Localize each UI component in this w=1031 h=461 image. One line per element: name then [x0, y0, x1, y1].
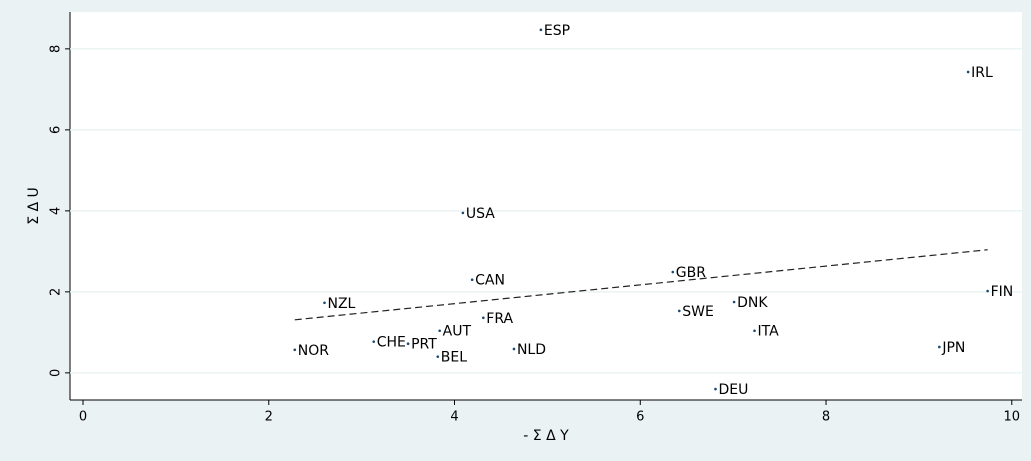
point [436, 355, 440, 358]
x-tick-label: 2 [265, 410, 273, 425]
y-tick-label: 2 [49, 288, 64, 296]
x-tick-label: 4 [450, 410, 458, 425]
plot-area [70, 12, 1022, 400]
point [966, 70, 970, 74]
point-label: USA [466, 206, 495, 222]
point-label: IRL [971, 65, 993, 81]
y-tick-label: 4 [49, 207, 64, 215]
point [438, 329, 441, 333]
point-label: DNK [737, 295, 768, 311]
point-label: CAN [475, 273, 505, 289]
point [732, 300, 736, 304]
point [482, 316, 485, 320]
point-label: ESP [544, 23, 570, 39]
fit-line [294, 249, 988, 321]
point [293, 348, 297, 352]
point-label: DEU [719, 382, 749, 398]
point-label: FIN [991, 284, 1014, 300]
point [539, 28, 543, 32]
point [323, 301, 326, 305]
point-label: FRA [486, 311, 513, 327]
point [671, 270, 675, 274]
point-label: BEL [441, 350, 467, 366]
x-tick-label: 8 [822, 410, 830, 425]
x-axis-title: - Σ Δ Y [523, 428, 569, 444]
point [372, 340, 376, 343]
point-label: JPN [941, 340, 965, 356]
point-label: ITA [758, 324, 780, 340]
point-label: PRT [411, 337, 437, 353]
point [512, 347, 516, 351]
point [753, 329, 756, 333]
point-label: NOR [298, 343, 329, 359]
point [986, 289, 989, 293]
point [406, 342, 410, 346]
point-label: AUT [443, 324, 472, 340]
x-tick-label: 0 [79, 410, 87, 425]
point [461, 211, 465, 215]
point [714, 387, 717, 391]
y-tick-label: 8 [49, 45, 64, 53]
point [938, 345, 941, 349]
y-axis-title: Σ Δ U [26, 187, 42, 225]
point-label: CHE [377, 335, 406, 351]
point [470, 278, 474, 282]
point [677, 309, 681, 313]
point-label: NLD [517, 342, 546, 358]
x-tick-label: 6 [636, 410, 644, 425]
y-tick-label: 6 [49, 126, 64, 134]
y-tick-label: 0 [49, 369, 64, 377]
point-label: SWE [682, 304, 714, 320]
point-label: NZL [327, 296, 355, 312]
point-label: GBR [676, 265, 706, 281]
x-tick-label: 10 [1004, 410, 1021, 425]
